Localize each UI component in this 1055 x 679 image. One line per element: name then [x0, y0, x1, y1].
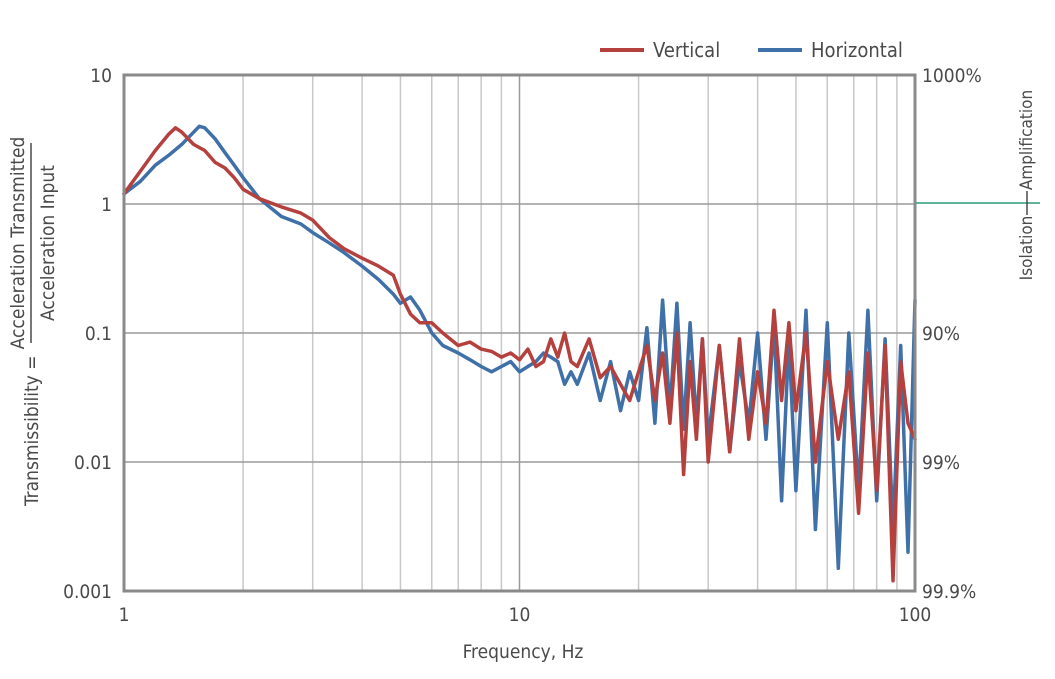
- y-tick-label: 0.1: [85, 323, 112, 345]
- y-axis-title: Transmissibility = Acceleration Transmit…: [7, 137, 59, 507]
- legend: Vertical Horizontal: [600, 38, 903, 62]
- legend-label-horizontal: Horizontal: [811, 38, 903, 62]
- y-tick-label: 0.01: [74, 452, 112, 474]
- y-tick-label: 1: [101, 194, 112, 216]
- x-tick-label: 100: [899, 604, 932, 626]
- y2-tick-label: 99%: [922, 452, 960, 474]
- y-axis-title-denominator: Acceleration Input: [37, 165, 59, 321]
- y-axis-title-numerator: Acceleration Transmitted: [7, 137, 29, 350]
- y-axis-title-prefix: Transmissibility =: [21, 355, 43, 507]
- x-tick-label: 1: [119, 604, 130, 626]
- plot-frame: [122, 73, 917, 593]
- legend-label-vertical: Vertical: [653, 38, 720, 62]
- series-line-vertical: [122, 126, 917, 583]
- y2-tick-label: 99.9%: [922, 581, 976, 603]
- amplification-label: Amplification: [1017, 90, 1037, 190]
- y-tick-label: 10: [90, 65, 112, 87]
- y-tick-label: 0.001: [63, 581, 112, 603]
- series-line-horizontal: [122, 124, 917, 571]
- isolation-label: Isolation: [1017, 216, 1037, 281]
- y2-tick-label: 90%: [922, 323, 960, 345]
- x-tick-label: 10: [509, 604, 531, 626]
- tick-labels: 1 10 100 10 1 0.1 0.01 0.001 1000% 90% 99% 99.9%: [63, 65, 982, 626]
- x-axis-title: Frequency, Hz: [463, 641, 584, 663]
- series-layer: [122, 124, 917, 583]
- plot-border: [122, 73, 917, 593]
- y2-tick-label: 1000%: [922, 65, 982, 87]
- grid-lines: [124, 75, 915, 591]
- side-labels: Amplification Isolation: [916, 90, 1040, 281]
